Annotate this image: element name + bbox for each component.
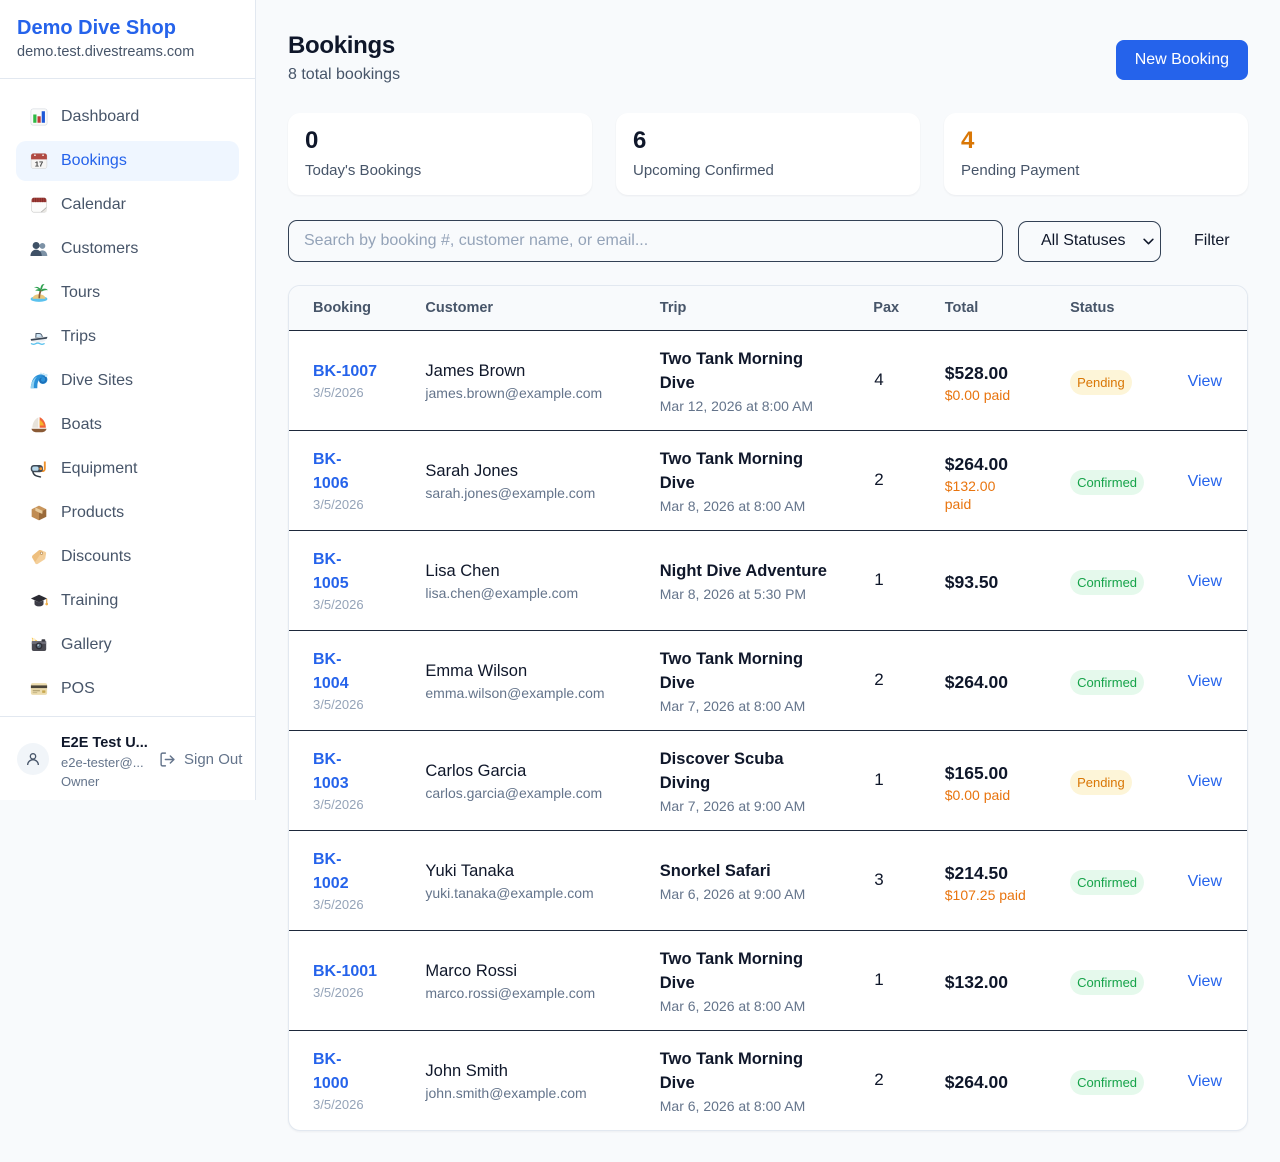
svg-text:17: 17 — [35, 159, 43, 168]
